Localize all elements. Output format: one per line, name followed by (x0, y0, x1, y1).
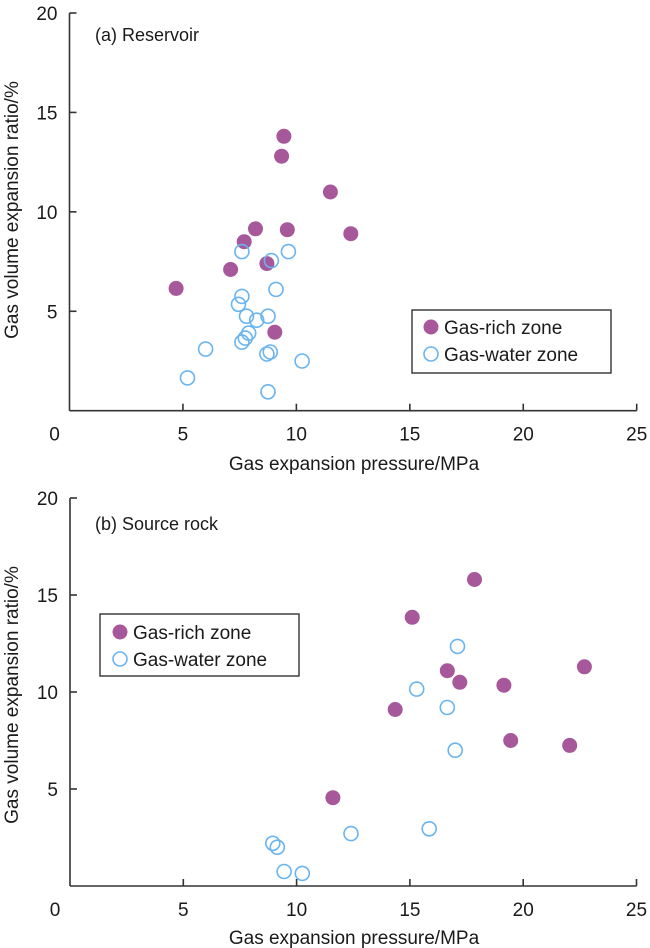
data-point-gas-water (262, 344, 279, 360)
panel-source-rock: (b) Source rock Gas expansion pressure/M… (2, 489, 647, 948)
data-points (264, 572, 592, 882)
data-point-gas-rich (168, 280, 184, 296)
y-axis-title: Gas volume expansion ratio/% (2, 566, 23, 824)
x-tick-label: 25 (626, 900, 647, 921)
panel-title: (a) Reservoir (95, 25, 199, 45)
legend-label-gas-rich: Gas-rich zone (133, 623, 251, 644)
x-tick-label: 0 (50, 900, 61, 921)
panel-reservoir: (a) Reservoir Gas expansion pressure/MPa… (2, 4, 647, 475)
x-tick-label: 25 (626, 425, 647, 446)
data-point-gas-rich (439, 663, 455, 679)
data-point-gas-rich (325, 790, 341, 806)
data-point-gas-water (197, 341, 214, 357)
x-tick-label: 15 (399, 900, 420, 921)
data-point-gas-rich (259, 256, 275, 272)
x-tick-label: 0 (49, 425, 60, 446)
y-tick-label: 15 (36, 103, 57, 124)
data-point-gas-water (269, 839, 286, 856)
data-point-gas-water (439, 699, 456, 716)
data-point-gas-water (294, 865, 311, 882)
data-point-gas-water (237, 330, 254, 346)
y-tick-label: 10 (37, 683, 58, 704)
data-point-gas-water (280, 243, 297, 260)
data-point-gas-water (408, 681, 425, 697)
data-point-gas-water (276, 863, 292, 880)
y-tick-label: 20 (36, 4, 57, 25)
data-point-gas-water (294, 353, 310, 369)
legend: Gas-rich zone Gas-water zone (99, 613, 300, 677)
data-points (168, 128, 359, 400)
legend-marker-gas-rich (112, 624, 128, 640)
data-point-gas-rich (322, 184, 338, 200)
axes: 0 5 10 15 20 25 5 10 15 20 (36, 4, 647, 446)
data-point-gas-water (248, 312, 265, 329)
y-tick-label: 5 (47, 780, 58, 801)
data-point-gas-water (259, 346, 275, 362)
data-point-gas-rich (387, 702, 403, 717)
data-point-gas-rich (562, 737, 578, 753)
x-axis-title: Gas expansion pressure/MPa (229, 928, 480, 948)
data-point-gas-rich (236, 234, 252, 250)
legend: Gas-rich zone Gas-water zone (411, 309, 612, 374)
legend-marker-gas-water (423, 346, 439, 362)
x-tick-label: 5 (178, 425, 189, 446)
x-tick-label: 20 (513, 425, 534, 446)
x-axis-title: Gas expansion pressure/MPa (229, 454, 480, 475)
data-point-gas-water (263, 252, 280, 269)
data-point-gas-rich (223, 262, 239, 277)
y-tick-label: 20 (37, 489, 58, 510)
data-point-gas-rich (274, 148, 290, 164)
y-tick-label: 5 (47, 302, 58, 323)
data-point-gas-rich (467, 572, 482, 587)
y-tick-label: 10 (36, 203, 57, 224)
axes: 0 5 10 15 20 25 5 10 15 20 (37, 489, 647, 921)
data-point-gas-rich (279, 222, 295, 238)
y-tick-label: 15 (37, 586, 58, 607)
legend-box (411, 309, 612, 374)
data-point-gas-rich (248, 221, 263, 237)
x-tick-label: 20 (513, 900, 534, 921)
x-tick-label: 15 (399, 425, 420, 446)
data-point-gas-water (268, 281, 284, 298)
data-point-gas-water (238, 308, 255, 325)
data-point-gas-rich (503, 733, 519, 748)
legend-marker-gas-rich (423, 319, 439, 335)
data-point-gas-water (179, 370, 196, 386)
data-point-gas-water (343, 825, 359, 842)
data-point-gas-rich (404, 609, 420, 625)
data-point-gas-water (234, 243, 250, 260)
legend-label-gas-water: Gas-water zone (444, 345, 578, 366)
data-point-gas-water (234, 334, 250, 350)
data-point-gas-rich (576, 659, 592, 675)
data-point-gas-rich (343, 226, 359, 242)
panel-title: (b) Source rock (95, 514, 219, 534)
x-tick-label: 10 (286, 425, 307, 446)
x-tick-label: 5 (178, 900, 189, 921)
legend-label-gas-rich: Gas-rich zone (444, 318, 562, 339)
data-point-gas-water (260, 383, 276, 400)
data-point-gas-rich (496, 677, 512, 693)
legend-marker-gas-water (112, 651, 128, 667)
data-point-gas-rich (267, 324, 283, 340)
data-point-gas-water (447, 742, 464, 759)
x-tick-label: 10 (286, 900, 307, 921)
legend-label-gas-water: Gas-water zone (133, 650, 267, 671)
data-point-gas-water (234, 288, 250, 305)
legend-box (99, 613, 300, 677)
data-point-gas-water (449, 638, 466, 655)
data-point-gas-water (260, 308, 276, 325)
data-point-gas-rich (276, 128, 292, 144)
data-point-gas-water (240, 325, 257, 341)
data-point-gas-water (230, 296, 247, 313)
data-point-gas-rich (452, 674, 468, 690)
data-point-gas-water (421, 820, 438, 837)
data-point-gas-water (264, 835, 281, 852)
y-axis-title: Gas volume expansion ratio/% (2, 81, 23, 339)
